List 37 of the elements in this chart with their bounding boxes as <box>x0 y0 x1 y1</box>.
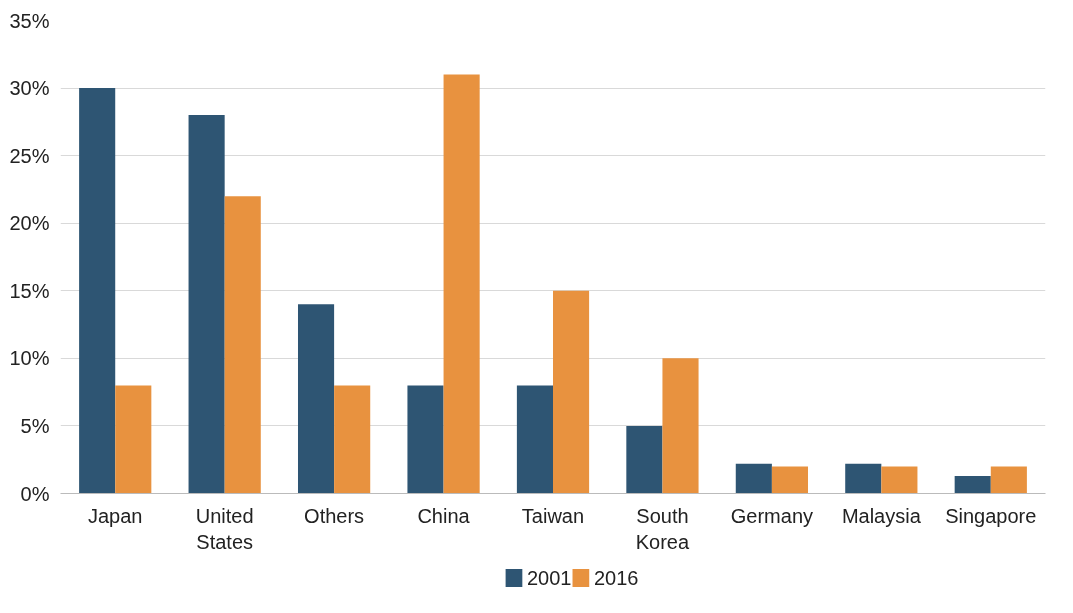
y-tick-label: 15% <box>9 279 50 302</box>
y-tick-label: 30% <box>9 77 50 100</box>
bar <box>845 463 882 494</box>
x-tick-label: Germany <box>730 504 814 527</box>
bar <box>79 88 116 494</box>
x-tick-label: Others <box>304 504 365 527</box>
bar <box>188 115 225 494</box>
x-tick-label: Singapore <box>945 504 1037 527</box>
x-tick-label: South Korea <box>635 504 691 553</box>
x-tick-label: United States <box>195 504 254 553</box>
legend-label: 2001 <box>526 567 572 589</box>
bar <box>224 196 261 494</box>
bar <box>297 304 335 494</box>
x-tick-label: China <box>417 504 471 527</box>
bar <box>516 385 553 494</box>
x-tick-label: Japan <box>87 504 143 527</box>
bar <box>990 466 1027 494</box>
bar <box>443 74 480 494</box>
y-tick-label: 5% <box>20 414 50 437</box>
bar <box>407 385 444 494</box>
x-tick-label: Taiwan <box>521 504 585 527</box>
y-tick-label: 0% <box>20 482 50 505</box>
y-tick-label: 10% <box>9 347 50 370</box>
bar <box>115 385 152 494</box>
bar <box>334 385 371 494</box>
bar <box>881 466 918 494</box>
y-tick-label: 35% <box>9 9 50 32</box>
bar <box>626 425 663 494</box>
bar <box>771 466 809 494</box>
x-tick-label: Malaysia <box>841 504 922 527</box>
legend-label: 2016 <box>593 567 639 589</box>
bar <box>553 290 590 494</box>
y-tick-label: 20% <box>9 212 50 235</box>
bar <box>954 475 991 494</box>
bar <box>735 463 772 494</box>
bar <box>662 358 699 494</box>
y-tick-label: 25% <box>9 144 50 167</box>
